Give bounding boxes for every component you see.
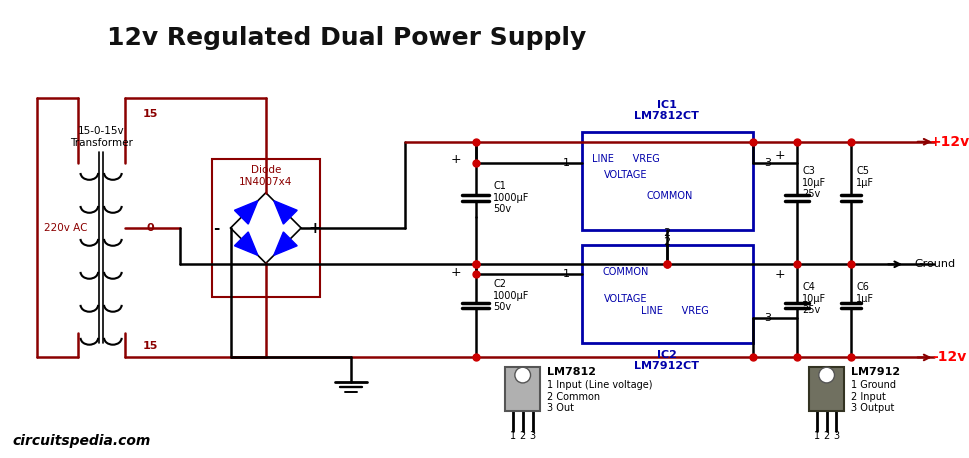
Text: 2: 2 — [519, 431, 525, 441]
Bar — [581, 132, 752, 230]
Text: 3: 3 — [832, 431, 838, 441]
Text: 15: 15 — [142, 109, 158, 119]
Text: 1 Input (Line voltage): 1 Input (Line voltage) — [547, 380, 652, 390]
Text: +: + — [308, 220, 321, 235]
Text: Ground: Ground — [913, 259, 954, 269]
Text: -12v: -12v — [931, 350, 965, 365]
Text: VOLTAGE: VOLTAGE — [604, 170, 646, 180]
Text: +: + — [451, 153, 461, 166]
Text: COMMON: COMMON — [602, 267, 648, 277]
Text: -: - — [213, 220, 220, 235]
Text: 0: 0 — [146, 223, 154, 233]
Text: 12v Regulated Dual Power Supply: 12v Regulated Dual Power Supply — [107, 26, 585, 50]
Text: 3: 3 — [764, 158, 770, 168]
Text: 2 Input: 2 Input — [850, 392, 885, 402]
Text: C5
1μF: C5 1μF — [856, 166, 873, 188]
Bar — [211, 159, 320, 297]
Text: Diode
1N4007x4: Diode 1N4007x4 — [239, 165, 293, 187]
Circle shape — [515, 367, 530, 383]
Polygon shape — [234, 232, 258, 256]
Text: LM7812: LM7812 — [547, 367, 596, 377]
Bar — [808, 367, 843, 411]
Text: LINE      VREG: LINE VREG — [641, 306, 707, 316]
Text: circuitspedia.com: circuitspedia.com — [13, 434, 150, 448]
Text: 1 Ground: 1 Ground — [850, 380, 895, 390]
Text: C4
10μF
25v: C4 10μF 25v — [801, 282, 826, 315]
Polygon shape — [273, 201, 297, 224]
Text: IC1
LM7812CT: IC1 LM7812CT — [634, 99, 699, 121]
Text: +: + — [451, 266, 461, 278]
Text: C1
1000μF
50v: C1 1000μF 50v — [493, 181, 529, 214]
Text: 3: 3 — [529, 431, 535, 441]
Text: 15: 15 — [142, 341, 158, 351]
Text: 3 Out: 3 Out — [547, 403, 574, 414]
Text: 1: 1 — [510, 431, 516, 441]
Text: 2: 2 — [823, 431, 828, 441]
Text: +: + — [773, 267, 784, 281]
Text: 2: 2 — [663, 228, 670, 238]
Text: VOLTAGE: VOLTAGE — [604, 294, 646, 304]
Text: +: + — [773, 149, 784, 162]
Text: IC2
LM7912CT: IC2 LM7912CT — [634, 349, 699, 371]
Text: C3
10μF
25v: C3 10μF 25v — [801, 166, 826, 199]
Text: 220v AC: 220v AC — [45, 223, 87, 233]
Text: 15-0-15v
Transformer: 15-0-15v Transformer — [70, 126, 133, 147]
Text: 3 Output: 3 Output — [850, 403, 893, 414]
Text: C6
1μF: C6 1μF — [856, 282, 873, 304]
Text: 3: 3 — [764, 313, 770, 323]
Text: LM7912: LM7912 — [850, 367, 899, 377]
Circle shape — [818, 367, 833, 383]
Text: 1: 1 — [563, 158, 570, 168]
Text: 1: 1 — [563, 269, 570, 279]
Text: 1: 1 — [813, 431, 819, 441]
Polygon shape — [273, 232, 297, 256]
Polygon shape — [234, 201, 258, 224]
Text: C2
1000μF
50v: C2 1000μF 50v — [493, 279, 529, 312]
Text: COMMON: COMMON — [646, 191, 692, 201]
Text: 2: 2 — [663, 237, 670, 247]
Bar — [581, 245, 752, 343]
Text: 2 Common: 2 Common — [547, 392, 600, 402]
Text: +12v: +12v — [928, 135, 968, 149]
Bar — [505, 367, 540, 411]
Text: LINE      VREG: LINE VREG — [591, 154, 659, 164]
